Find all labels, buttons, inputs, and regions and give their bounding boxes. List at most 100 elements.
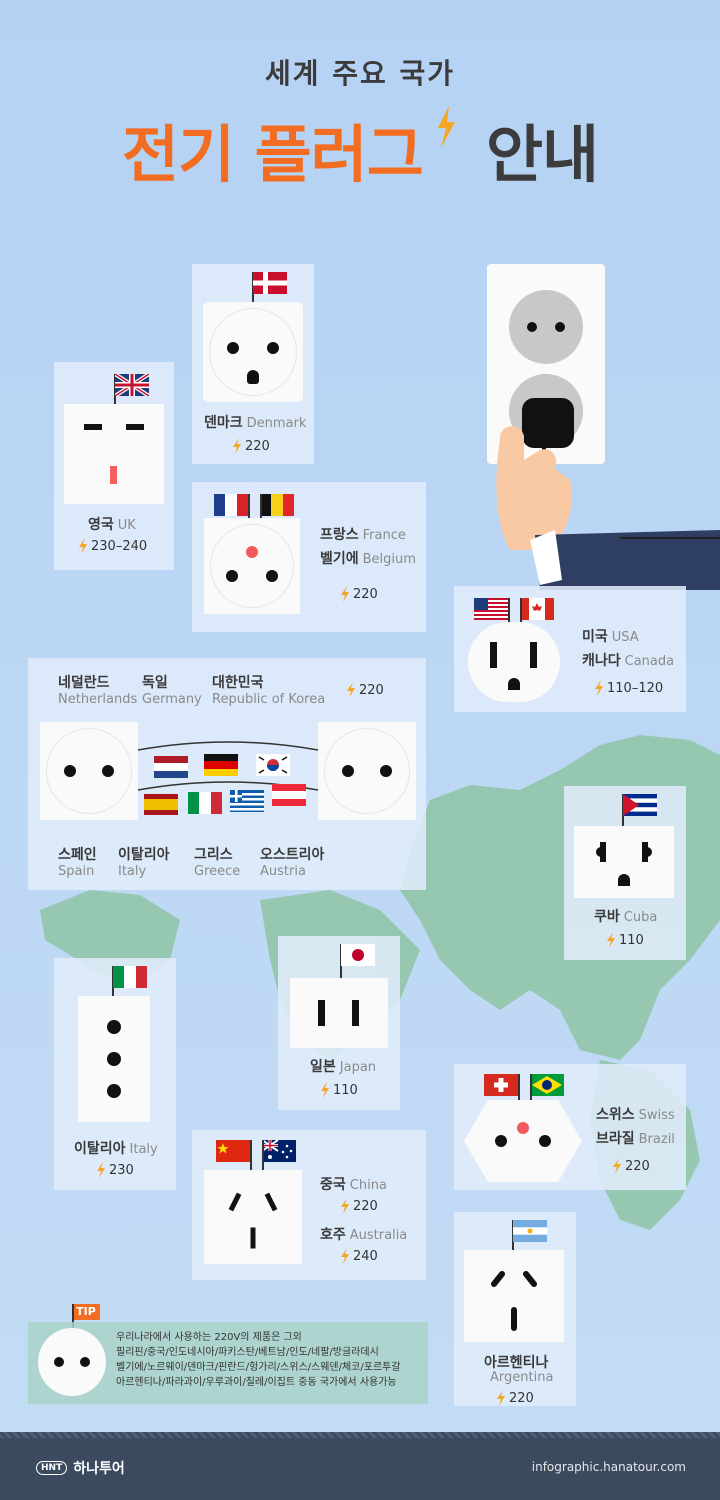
- japan-socket: [290, 978, 388, 1048]
- germany-label-en: Germany: [142, 692, 202, 707]
- china-socket: [204, 1170, 302, 1264]
- footer-url-link[interactable]: infographic.hanatour.com: [531, 1460, 686, 1474]
- cuba-label: 쿠바 Cuba: [594, 909, 658, 925]
- denmark-voltage: 220: [232, 438, 270, 454]
- cuba-voltage: 110: [606, 932, 644, 948]
- italy-socket: [78, 996, 150, 1122]
- schuko-socket-left: [40, 722, 138, 820]
- australia-flag-icon: [262, 1140, 296, 1162]
- canada-label: 캐나다 Canada: [582, 653, 675, 669]
- greece-label-ko: 그리스: [194, 847, 233, 863]
- italy-eu-label-en: Italy: [118, 864, 147, 879]
- outlet-socket-top: [509, 290, 583, 364]
- italy-eu-label-ko: 이탈리아: [118, 847, 170, 863]
- greece-label-en: Greece: [194, 864, 241, 879]
- uk-voltage: 230–240: [78, 538, 147, 554]
- argentina-voltage: 220: [496, 1390, 534, 1406]
- footer-pattern: [0, 1432, 720, 1438]
- netherlands-label-ko: 네덜란드: [58, 675, 110, 691]
- uk-socket: [64, 404, 164, 504]
- card-europe: 네덜란드 Netherlands 독일 Germany 대한민국 Republi…: [28, 658, 426, 890]
- austria-flag-icon: [272, 784, 306, 806]
- australia-label: 호주 Australia: [320, 1227, 408, 1243]
- korea-flag-icon: [256, 754, 290, 776]
- italy-flag-icon: [113, 966, 147, 988]
- argentina-label-ko: 아르헨티나: [484, 1355, 549, 1371]
- page-title: 전기 플러그 안내: [0, 104, 720, 194]
- schuko-socket-right: [318, 722, 416, 820]
- spain-label-ko: 스페인: [58, 847, 97, 863]
- japan-voltage: 110: [320, 1082, 358, 1098]
- title-highlight: 전기 플러그: [121, 118, 424, 191]
- austria-label-ko: 오스트리아: [260, 847, 325, 863]
- card-usa-canada: 미국 USA 캐나다 Canada 110–120: [454, 586, 686, 712]
- greece-flag-icon: [230, 790, 264, 812]
- denmark-flag-icon: [253, 272, 287, 294]
- page-subtitle: 세계 주요 국가: [264, 57, 456, 90]
- usa-canada-voltage: 110–120: [594, 680, 663, 696]
- flag-garland: [138, 741, 318, 815]
- brazil-label: 브라질 Brazil: [596, 1131, 675, 1147]
- germany-flag-icon: [204, 754, 238, 776]
- footer: [0, 1432, 720, 1500]
- title-rest: 안내: [485, 118, 599, 191]
- france-flag-icon: [214, 494, 248, 516]
- brazil-flag-icon: [530, 1074, 564, 1096]
- uk-flag-icon: [115, 374, 149, 396]
- cuba-socket: [574, 826, 674, 898]
- swiss-flag-icon: [484, 1074, 518, 1096]
- swiss-brazil-voltage: 220: [612, 1158, 650, 1174]
- logo-badge: HNT: [36, 1461, 68, 1475]
- footer-logo[interactable]: HNT 하나투어: [36, 1458, 125, 1478]
- usa-socket: [468, 622, 560, 702]
- lightning-icon: [79, 538, 87, 554]
- tip-socket: [38, 1328, 106, 1396]
- australia-voltage: 240: [340, 1248, 378, 1264]
- card-italy: 이탈리아 Italy 230: [54, 958, 176, 1190]
- card-japan: 일본 Japan 110: [278, 936, 400, 1110]
- card-argentina: 아르헨티나 Argentina 220: [454, 1212, 576, 1406]
- belgium-flag-icon: [260, 494, 294, 516]
- card-denmark: 덴마크 Denmark 220: [192, 264, 314, 464]
- italy-flag-icon: [188, 792, 222, 814]
- spain-label-en: Spain: [58, 864, 95, 879]
- argentina-label-en: Argentina: [490, 1370, 554, 1385]
- austria-label-en: Austria: [260, 864, 306, 879]
- korea-label-en: Republic of Korea: [212, 692, 326, 707]
- italy-label: 이탈리아 Italy: [74, 1141, 158, 1157]
- italy-voltage: 230: [96, 1162, 134, 1178]
- uk-label: 영국 UK: [88, 517, 136, 533]
- france-label: 프랑스 France: [320, 527, 406, 543]
- japan-label: 일본 Japan: [310, 1059, 377, 1075]
- denmark-label: 덴마크 Denmark: [204, 415, 307, 431]
- japan-flag-icon: [341, 944, 375, 966]
- denmark-socket: [203, 302, 303, 402]
- tip-text: 우리나라에서 사용하는 220V의 제품은 그외 필리핀/중국/인도네시아/파키…: [116, 1332, 401, 1388]
- spain-flag-icon: [144, 794, 178, 815]
- swiss-socket: [464, 1100, 582, 1182]
- usa-flag-icon: [474, 598, 508, 620]
- card-france-belgium: 프랑스 France 벨기에 Belgium 220: [192, 482, 426, 632]
- card-uk: 영국 UK 230–240: [54, 362, 174, 570]
- wall-outlet: [487, 264, 605, 464]
- usa-label: 미국 USA: [582, 629, 639, 645]
- netherlands-label-en: Netherlands: [58, 692, 138, 707]
- europe-voltage: 220: [346, 682, 384, 698]
- china-flag-icon: [216, 1140, 250, 1162]
- germany-label-ko: 독일: [142, 675, 168, 691]
- netherlands-flag-icon: [154, 756, 188, 778]
- china-voltage: 220: [340, 1198, 378, 1214]
- hand-plug-icon: [496, 398, 720, 590]
- card-swiss-brazil: 스위스 Swiss 브라질 Brazil 220: [454, 1064, 686, 1190]
- argentina-flag-icon: [513, 1220, 547, 1242]
- swiss-label: 스위스 Swiss: [596, 1107, 675, 1123]
- france-belgium-voltage: 220: [340, 586, 378, 602]
- card-cuba: 쿠바 Cuba 110: [564, 786, 686, 960]
- tip-badge: TIP: [72, 1304, 100, 1320]
- korea-label-ko: 대한민국: [212, 675, 264, 691]
- card-china-australia: 중국 China 220 호주 Australia 240: [192, 1130, 426, 1280]
- france-socket: [204, 518, 300, 614]
- lightning-icon: [438, 106, 456, 148]
- canada-flag-icon: [520, 598, 554, 620]
- tip-box: 우리나라에서 사용하는 220V의 제품은 그외 필리핀/중국/인도네시아/파키…: [28, 1322, 428, 1404]
